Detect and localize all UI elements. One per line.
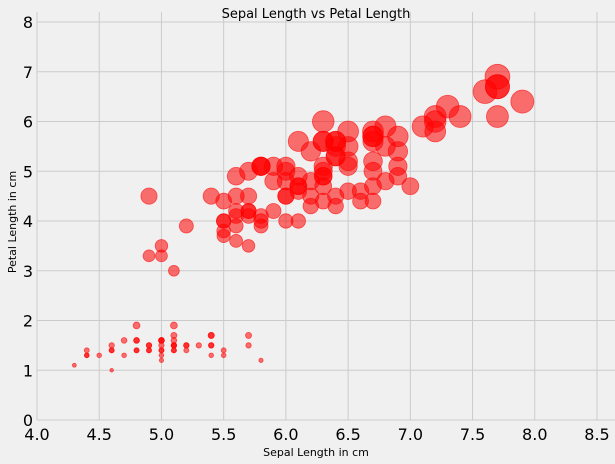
x-tick-label: 5.5 [211,425,236,444]
data-point [133,347,140,354]
data-points [71,63,535,373]
data-point [108,347,115,354]
data-point [216,228,231,243]
data-point [338,151,358,172]
data-point [486,105,509,128]
data-point [263,156,284,176]
x-tick-label: 5.0 [149,425,174,444]
y-tick-label: 3 [23,262,33,281]
data-point [388,156,408,176]
y-tick-label: 2 [23,312,33,331]
data-point [510,89,535,114]
x-tick-label: 8.0 [522,425,547,444]
data-point [240,208,257,224]
data-point [220,352,227,359]
data-point [155,249,168,263]
data-point [132,321,141,330]
data-point [109,368,114,373]
x-tick-label: 4.0 [24,425,49,444]
data-point [352,192,369,210]
data-point [484,74,510,100]
x-tick-label: 8.5 [584,425,609,444]
y-tick-labels: 0 1 2 3 4 5 6 7 8 [23,13,33,430]
data-point [258,357,264,363]
data-point [448,105,472,128]
data-point [170,321,178,330]
data-point [364,177,382,196]
data-point [207,331,215,339]
data-point [133,337,140,344]
x-axis-title: Sepal Length in cm [263,446,369,459]
data-point [245,342,252,349]
data-point [312,110,335,133]
y-tick-label: 4 [23,212,33,231]
data-point [229,234,243,248]
data-point [145,342,153,349]
data-point [170,337,178,344]
data-point [215,192,232,210]
data-point [424,120,447,143]
chart-title: Sepal Length vs Petal Length [222,7,411,22]
y-tick-label: 8 [23,13,33,32]
data-point [158,347,165,354]
data-point [195,342,202,349]
data-point [170,347,177,354]
data-point [302,197,319,215]
y-tick-label: 6 [23,113,33,132]
data-point [146,347,152,354]
x-tick-label: 7.0 [398,425,423,444]
data-point [241,239,256,253]
x-tick-label: 7.5 [460,425,485,444]
x-tick-label: 6.0 [273,425,298,444]
data-point [276,172,295,191]
data-point [401,177,420,196]
x-tick-label: 6.5 [335,425,360,444]
x-tick-labels: 4.0 4.5 5.0 5.5 6.0 6.5 7.0 7.5 8.0 8.5 [24,425,609,444]
data-point [290,213,306,229]
y-tick-label: 7 [23,63,33,82]
data-point [216,213,232,229]
data-point [158,357,165,363]
data-point [71,362,77,368]
data-point [208,352,214,359]
y-tick-label: 0 [23,411,33,430]
data-point [220,347,227,354]
data-point [158,352,165,359]
y-tick-label: 5 [23,162,33,181]
data-point [96,352,102,359]
data-point [121,352,127,359]
y-axis-title: Petal Length in cm [6,171,19,273]
y-tick-label: 1 [23,361,33,380]
data-point [120,337,128,344]
data-point [183,342,190,349]
data-point [142,249,156,263]
data-point [208,342,215,349]
data-point [226,167,246,186]
data-point [245,331,253,339]
data-point [84,352,90,359]
data-point [140,187,158,205]
data-point [178,218,194,234]
data-point [183,347,190,354]
data-point [313,161,333,181]
data-point [158,337,165,344]
data-point [83,347,90,354]
data-point [325,136,346,157]
data-point [168,264,180,277]
data-point [362,125,384,148]
x-tick-label: 4.5 [86,425,111,444]
data-point [363,151,383,172]
data-point [300,141,321,162]
data-point [108,342,115,349]
